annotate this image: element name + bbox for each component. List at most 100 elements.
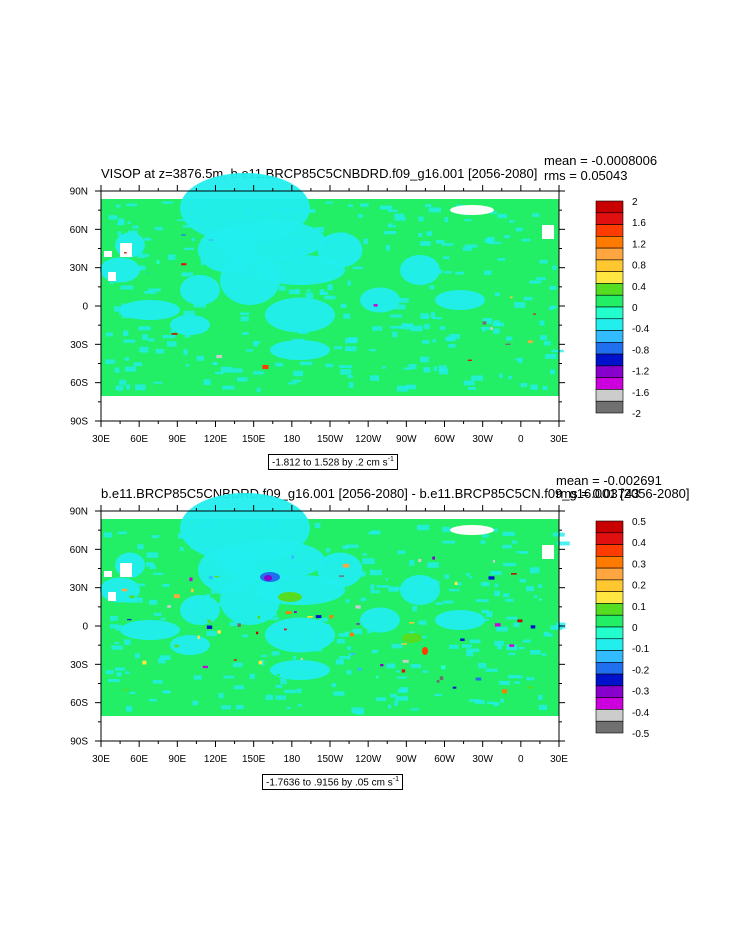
field-spot [482, 321, 487, 325]
cyan-speckle [440, 326, 446, 331]
field-spot [146, 272, 149, 274]
cyan-speckle [517, 675, 523, 679]
y-tick-label: 30S [70, 660, 88, 671]
colorbar-swatch [595, 626, 624, 640]
field-spot [237, 623, 241, 627]
field-spot [380, 664, 384, 667]
field-spot [475, 677, 482, 681]
cyan-speckle [115, 667, 125, 671]
colorbar-swatch [595, 212, 624, 225]
x-tick-label: 30E [92, 434, 110, 445]
field-spot [276, 674, 280, 676]
cyan-speckle [119, 258, 123, 261]
colorbar-swatch [595, 556, 624, 569]
cyan-speckle [270, 234, 281, 239]
cyan-speckle [403, 367, 411, 370]
cyan-speckle [448, 298, 461, 301]
cyan-speckle [125, 598, 134, 603]
cyan-speckle [105, 670, 114, 675]
colorbar-label: -0.5 [632, 729, 650, 740]
cyan-speckle [338, 567, 344, 571]
cyan-speckle [179, 546, 184, 551]
cyan-speckle [412, 605, 417, 612]
cyan-speckle [416, 524, 430, 531]
cyan-speckle [369, 375, 380, 381]
cyan-speckle [158, 657, 166, 664]
cyan-speckle [232, 368, 243, 373]
cyan-speckle [396, 676, 407, 679]
cyan-speckle [137, 253, 146, 259]
field-spot [191, 588, 194, 593]
cyan-speckle [410, 325, 423, 332]
field-spot [509, 644, 515, 647]
cyan-speckle [430, 581, 440, 586]
cyan-speckle [432, 339, 437, 343]
colorbar-swatch [595, 638, 624, 651]
x-tick-label: 60E [130, 434, 148, 445]
field-spot [174, 644, 179, 648]
field-spot [307, 616, 313, 618]
cyan-speckle [427, 562, 439, 568]
cyan-speckle [340, 369, 352, 375]
cyan-speckle [125, 705, 133, 712]
cyan-speckle [550, 625, 563, 630]
cyan-speckle [375, 697, 386, 701]
cyan-region [435, 610, 485, 630]
land-mask-patch [104, 251, 112, 257]
y-tick-label: 30N [70, 263, 88, 274]
contour-range-text: -1.812 to 1.528 by .2 cm s [272, 457, 388, 469]
rms-stat: rms = 0.03743 [556, 486, 640, 501]
x-tick-label: 150E [242, 434, 266, 445]
cyan-speckle [206, 630, 217, 637]
cyan-speckle [315, 227, 324, 233]
cyan-speckle [138, 326, 151, 331]
cyan-speckle [488, 241, 502, 245]
cyan-speckle [354, 571, 366, 577]
field-spot-cluster [264, 575, 272, 581]
cyan-speckle [485, 668, 498, 672]
colorbar-swatch [595, 259, 624, 272]
cyan-speckle [551, 349, 564, 353]
cyan-speckle [482, 534, 489, 538]
x-tick-label: 90E [168, 754, 186, 765]
cyan-speckle [307, 663, 318, 668]
cyan-speckle [532, 213, 540, 217]
cyan-speckle [291, 379, 301, 383]
cyan-speckle [325, 363, 334, 368]
cyan-speckle [367, 629, 373, 634]
colorbar-swatch [595, 330, 624, 343]
field-spot [291, 555, 294, 559]
cyan-speckle [119, 310, 130, 316]
cyan-speckle [160, 617, 166, 621]
cyan-speckle [392, 304, 406, 310]
cyan-speckle [245, 349, 254, 352]
cyan-speckle [256, 387, 261, 393]
field-spot [530, 625, 536, 629]
cyan-speckle [438, 365, 447, 372]
cyan-speckle [392, 225, 397, 228]
colorbar-label: -0.8 [632, 345, 650, 356]
cyan-speckle [362, 558, 375, 565]
cyan-speckle [548, 633, 553, 637]
cyan-speckle [206, 521, 214, 524]
cyan-speckle [395, 696, 409, 701]
field-spot [173, 594, 180, 599]
cyan-speckle [345, 599, 350, 603]
cyan-speckle [430, 312, 436, 318]
cyan-speckle [284, 275, 290, 278]
cyan-speckle [133, 362, 143, 367]
cyan-speckle [493, 702, 500, 707]
cyan-speckle [234, 534, 245, 538]
colorbar-label: -0.1 [632, 644, 650, 655]
cyan-speckle [261, 654, 267, 657]
cyan-speckle [352, 628, 362, 635]
cyan-speckle [183, 224, 193, 228]
colorbar-label: -0.4 [632, 708, 650, 719]
x-tick-label: 120W [355, 754, 382, 765]
cyan-speckle [118, 218, 125, 224]
cyan-speckle [296, 688, 302, 693]
x-tick-label: 30E [92, 754, 110, 765]
cyan-speckle [123, 639, 131, 645]
cyan-speckle [193, 304, 206, 308]
field-spot [436, 680, 440, 683]
